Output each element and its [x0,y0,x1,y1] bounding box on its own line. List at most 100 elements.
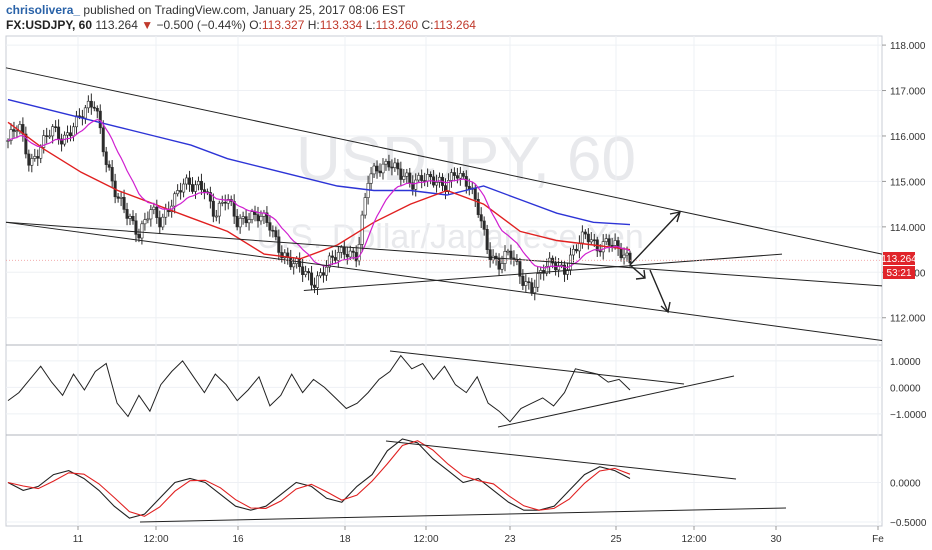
candle-body [438,177,442,183]
candle-body [196,180,200,186]
candle-body [345,254,349,258]
candle-body [134,220,138,235]
candle-body [327,255,331,268]
osc1-tick-label: 1.0000 [890,357,921,368]
price-tick-label: 116.000 [890,132,926,143]
time-tick-label: 23 [504,534,516,545]
candle-body [149,209,153,220]
candle-body [610,245,614,247]
candle-body [408,172,412,184]
candle-body [217,202,221,217]
candle-body [503,251,507,264]
symbol-label[interactable]: FX:USDJPY, 60 [6,18,93,32]
candle-body [310,272,314,286]
candle-body [143,219,147,225]
candle-body [259,216,263,222]
candle-body [426,174,430,182]
candle-body [137,234,141,239]
candle-body [214,215,218,218]
candle-body [68,132,72,137]
candle-body [330,255,334,258]
candle-body [298,258,302,268]
candle-body [417,175,421,181]
candle-body [458,173,462,179]
candle-body [566,269,570,275]
candle-body [199,180,203,190]
candle-body [488,249,492,261]
candle-body [265,212,269,223]
price-tick-label: 118.000 [890,41,926,52]
candle-body [402,175,406,180]
close-value: 113.264 [433,18,476,32]
candle-body [104,151,108,165]
candle-body [241,216,245,219]
ohlc-line: FX:USDJPY, 60 113.264 ▼ −0.500 (−0.44%) … [6,18,476,32]
candle-body [527,281,531,283]
price-axis[interactable]: 118.000117.000116.000115.000114.000113.0… [882,41,927,529]
candle-body [339,247,343,253]
candle-body [280,252,284,259]
candle-body [116,196,120,199]
candle-body [429,174,433,178]
osc1-resistance-line [389,350,685,385]
candle-body [119,197,123,199]
candle-body [568,254,572,270]
candle-body [247,219,251,224]
candle-body [301,266,305,275]
candle-body [583,231,587,235]
candle-body [164,208,168,218]
candle-body [161,216,165,228]
candle-body [92,106,96,109]
candle-body [497,258,501,270]
time-tick-label: Fe [872,534,884,545]
time-tick-label: 30 [770,534,782,545]
sma-mid-line [7,121,631,260]
candle-body [375,165,379,172]
osc2-resistance-line [385,440,737,480]
trendline-2 [5,221,883,287]
last-price-tag [883,252,915,265]
last-price-tag-text: 113.264 [881,254,917,265]
candle-body [316,275,320,288]
candle-body [9,129,13,141]
candle-body [479,214,483,222]
chart-header: chrisolivera_ published on TradingView.c… [0,0,932,34]
candle-body [619,247,623,259]
open-value: 113.327 [261,18,305,32]
candle-body [435,182,439,186]
time-axis[interactable]: 11 12:00 16 18 12:00 23 25 12:00 30 Fe [73,526,884,545]
candle-body [179,190,183,193]
candle-body [390,166,394,169]
time-tick-label: 12:00 [413,534,438,545]
candle-body [66,132,70,136]
candle-body [173,193,177,207]
candle-body [292,263,296,268]
candle-body [318,272,322,277]
candle-body [307,271,311,274]
sma-long-line [7,98,631,226]
change-value: −0.500 (−0.44%) [156,18,246,32]
candle-body [83,107,87,119]
candle-body [131,215,135,222]
candle-body [378,170,382,174]
trendlines [5,67,883,341]
candle-body [220,201,224,204]
candle-body [393,162,397,168]
candle-body [348,250,352,258]
candle-body [86,100,90,109]
candle-body [268,222,272,231]
candle-body [536,273,540,288]
time-tick-label: 12:00 [681,534,706,545]
candle-body [158,217,162,228]
candle-body [476,199,480,215]
candle-body [563,264,567,275]
countdown-tag-text: 53:21 [886,268,911,279]
candle-body [98,110,102,129]
candle-body [24,133,28,155]
author-link[interactable]: chrisolivera_ [6,3,81,17]
candle-body [351,250,355,253]
candle-body [89,100,93,108]
candle-body [580,231,584,244]
arrow-down-icon [649,269,669,313]
